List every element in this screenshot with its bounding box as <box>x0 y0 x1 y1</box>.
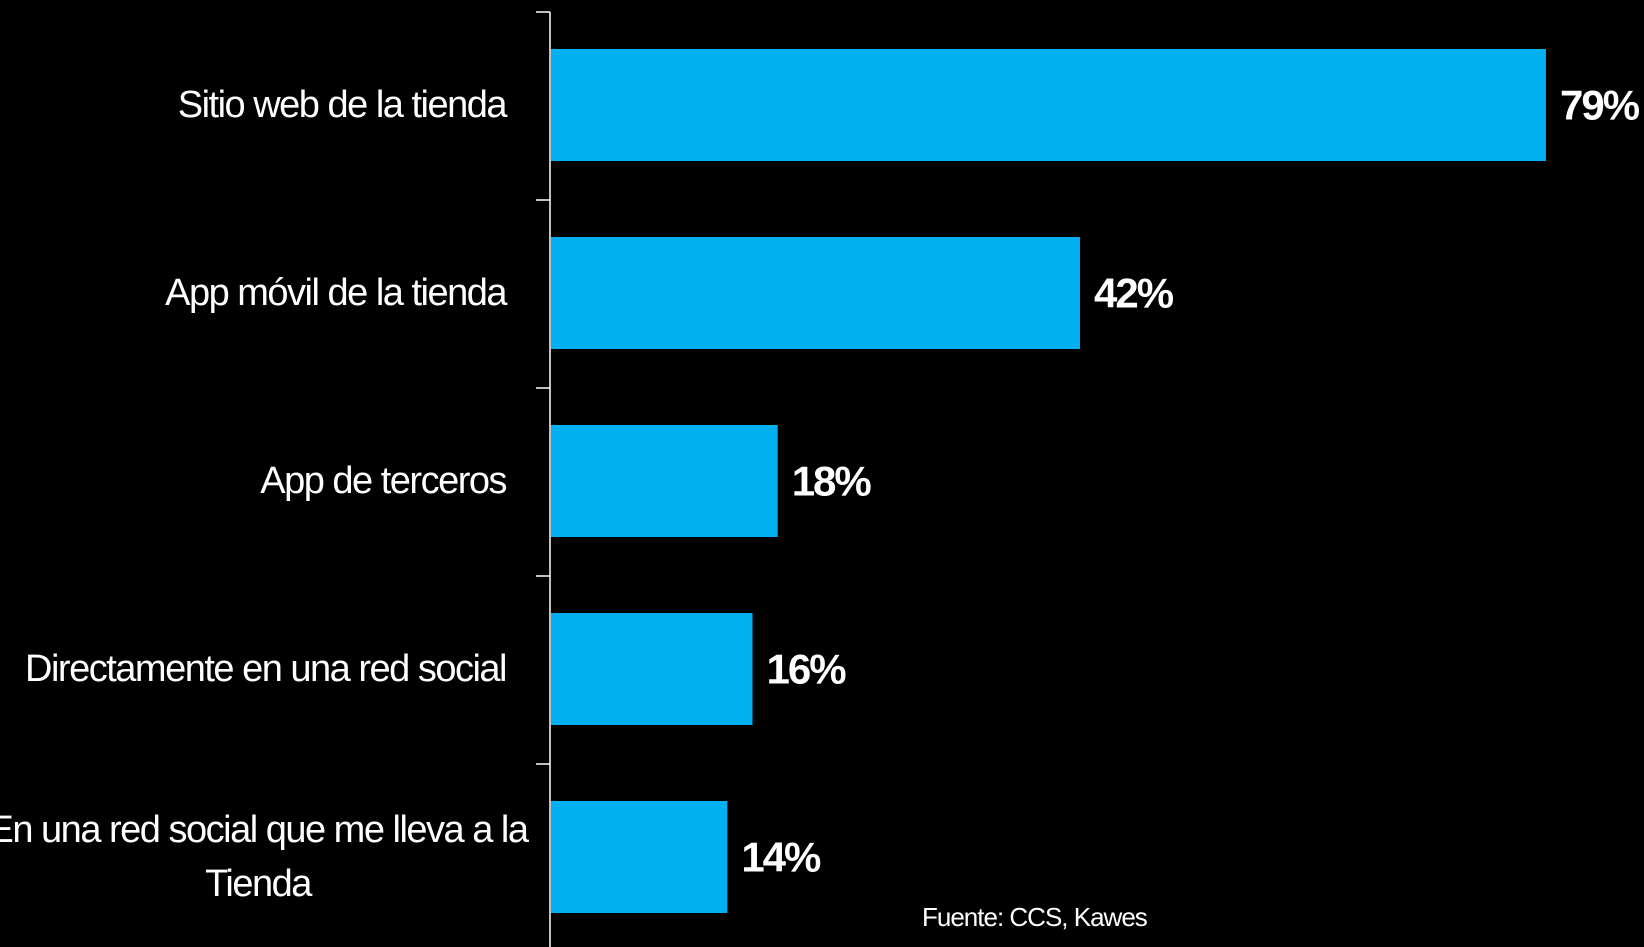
data-label: 42% <box>1094 270 1174 317</box>
category-label: Directamente en una red social <box>25 648 506 690</box>
data-label: 16% <box>767 646 847 693</box>
axis-layer <box>536 11 551 947</box>
bar <box>551 49 1546 161</box>
data-label: 18% <box>792 458 872 505</box>
data-label: 79% <box>1560 82 1640 129</box>
bars-layer <box>551 49 1546 913</box>
bar <box>551 801 728 913</box>
data-label: 14% <box>741 834 821 881</box>
category-label: App móvil de la tienda <box>165 272 508 314</box>
category-label: En una red social que me lleva a la Tiend… <box>0 809 530 905</box>
bar <box>551 425 778 537</box>
bar <box>551 237 1080 349</box>
category-label-line: En una red social que me lleva a la <box>0 809 530 851</box>
category-label: App de terceros <box>260 460 506 502</box>
category-label: Sitio web de la tienda <box>178 84 509 126</box>
labels-layer: 79% Sitio web de la tienda 42% App móvil de… <box>0 82 1642 906</box>
category-label-line: Tienda <box>205 863 313 905</box>
source-note: Fuente: CCS, Kawes <box>922 902 1148 932</box>
bar <box>551 613 753 725</box>
